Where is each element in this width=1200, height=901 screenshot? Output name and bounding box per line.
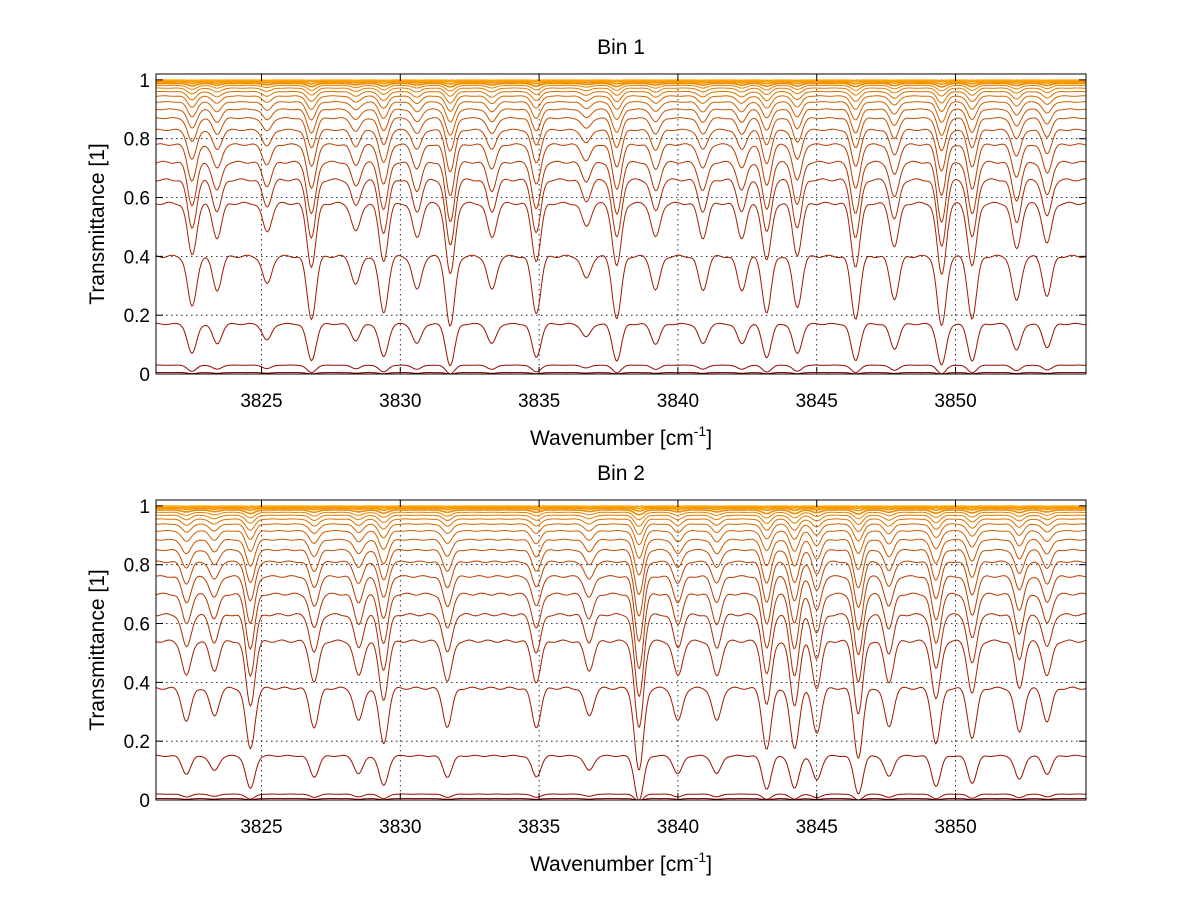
x-axis-label-end: ] <box>706 427 712 450</box>
chart-panel-bin-1: 3825 3830 3835 3840 3845 3850 0 0.2 0.4 0.6 0.8 1 B… <box>86 36 1087 450</box>
series-line <box>156 178 1086 247</box>
series-line <box>156 506 1086 510</box>
axes-frame <box>155 499 1087 801</box>
series-line <box>156 507 1086 512</box>
series-line <box>156 793 1086 800</box>
series-line <box>156 117 1086 152</box>
series-line <box>156 143 1086 197</box>
x-tick-label: 3850 <box>934 817 976 838</box>
x-tick-label: 3845 <box>796 817 838 838</box>
chart-title: Bin 1 <box>597 36 645 59</box>
series-line <box>156 101 1086 123</box>
series-line <box>156 90 1086 104</box>
y-tick-label: 0.4 <box>124 247 151 268</box>
series-line <box>156 686 1086 771</box>
x-axis-label-text: Wavenumber [cm <box>530 427 694 450</box>
plot-area <box>156 505 1086 800</box>
series-line <box>156 95 1086 113</box>
series-line <box>156 201 1086 275</box>
series-line <box>156 797 1086 800</box>
y-tick-label: 0.2 <box>124 306 150 327</box>
series-line <box>156 560 1086 617</box>
x-axis-label-superscript: -1 <box>694 423 707 439</box>
series-line <box>156 511 1086 521</box>
series-line <box>156 523 1086 546</box>
x-tick-label: 3835 <box>518 391 560 412</box>
series-line <box>156 529 1086 559</box>
x-tick-label: 3830 <box>379 817 421 838</box>
x-tick-label: 3835 <box>518 817 560 838</box>
y-tick-label: 0.8 <box>124 130 150 151</box>
y-tick-label: 1 <box>139 71 150 92</box>
x-tick-label: 3825 <box>240 391 282 412</box>
series-line <box>156 613 1086 698</box>
x-axis-label-end: ] <box>706 853 712 876</box>
series-line <box>156 87 1086 97</box>
ticks: 3825 3830 3835 3840 3845 3850 0 0.2 0.4 0.6 0.8 1 <box>124 497 1086 838</box>
series-line <box>156 108 1086 136</box>
series-line <box>156 81 1086 85</box>
y-tick-label: 0.4 <box>124 673 151 694</box>
y-axis-label: Transmittance [1] <box>86 569 109 730</box>
plot-area <box>156 79 1086 374</box>
y-tick-label: 0.6 <box>124 189 150 210</box>
series-line <box>156 509 1086 516</box>
y-tick-label: 0.6 <box>124 615 150 636</box>
x-tick-label: 3845 <box>796 391 838 412</box>
series-line <box>156 322 1086 367</box>
ticks: 3825 3830 3835 3840 3845 3850 0 0.2 0.4 0.6 0.8 1 <box>124 71 1086 412</box>
series-line <box>156 364 1086 374</box>
y-tick-label: 1 <box>139 497 150 518</box>
y-tick-label: 0 <box>139 365 150 386</box>
x-tick-label: 3850 <box>934 391 976 412</box>
series-line <box>156 160 1086 224</box>
x-tick-label: 3840 <box>657 391 699 412</box>
series-line <box>156 518 1086 535</box>
x-tick-label: 3825 <box>240 817 282 838</box>
series-line <box>156 128 1086 173</box>
series-line <box>156 84 1086 92</box>
chart-panel-bin-2: 3825 3830 3835 3840 3845 3850 0 0.2 0.4 0.6 0.8 1 B… <box>86 462 1087 876</box>
series-line <box>156 514 1086 527</box>
x-axis-label-text: Wavenumber [cm <box>530 853 694 876</box>
x-tick-label: 3840 <box>657 817 699 838</box>
x-axis-label: Wavenumber [cm-1] <box>530 849 712 876</box>
series-line <box>156 254 1086 327</box>
y-tick-label: 0.8 <box>124 556 150 577</box>
series-line <box>156 82 1086 88</box>
series-line <box>156 575 1086 642</box>
series-line <box>156 754 1086 800</box>
series-line <box>156 548 1086 595</box>
series-line <box>156 538 1086 576</box>
grid <box>156 500 1086 800</box>
x-axis-label-superscript: -1 <box>694 849 707 865</box>
x-tick-label: 3830 <box>379 391 421 412</box>
y-axis-label: Transmittance [1] <box>86 143 109 304</box>
y-tick-label: 0.2 <box>124 732 150 753</box>
chart-title: Bin 2 <box>597 462 645 485</box>
axes-frame <box>155 73 1087 375</box>
y-tick-label: 0 <box>139 791 150 812</box>
series-line <box>156 639 1086 729</box>
series-line <box>156 592 1086 670</box>
x-axis-label: Wavenumber [cm-1] <box>530 423 712 450</box>
